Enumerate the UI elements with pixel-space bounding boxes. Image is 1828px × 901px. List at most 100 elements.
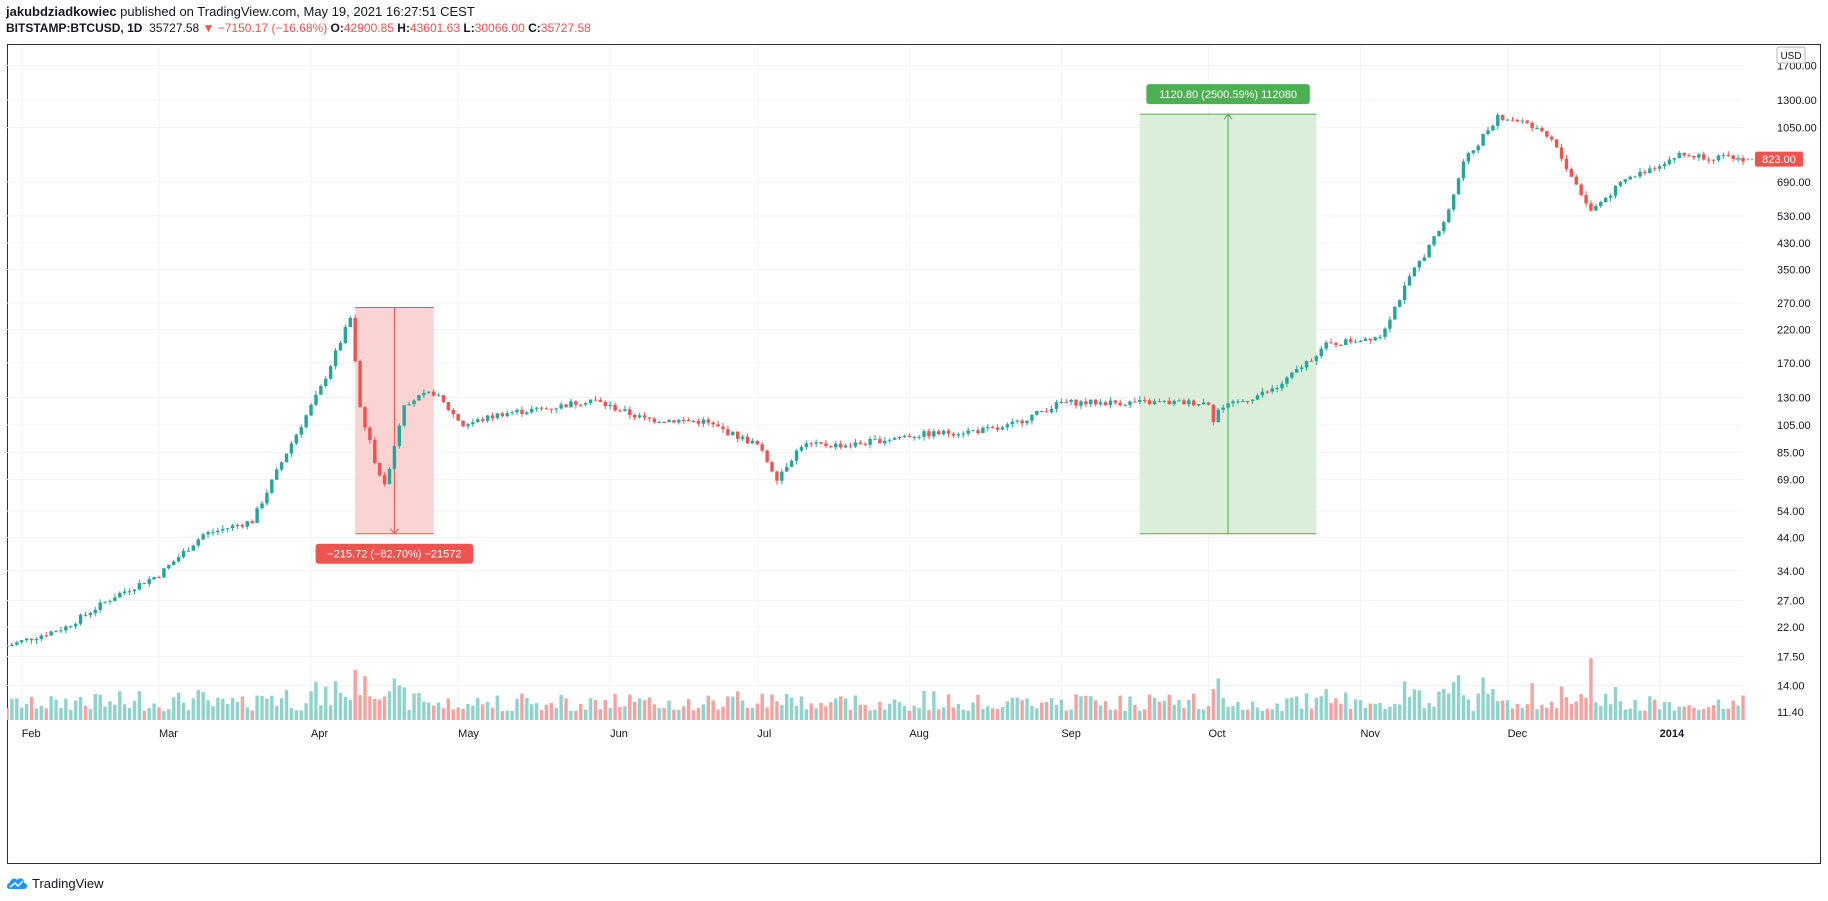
candle-body: [740, 436, 745, 439]
volume-bar: [1040, 702, 1044, 720]
volume-bar: [382, 696, 387, 720]
candle-body: [54, 631, 58, 633]
time-axis[interactable]: Feb Mar Apr May Jun Jul Aug Sep Oct Nov Dec 2014: [22, 728, 1685, 740]
candle-body: [838, 443, 843, 448]
candle-body: [1603, 197, 1608, 203]
candle-body: [279, 462, 284, 470]
candle-body: [1648, 168, 1652, 174]
candle-body: [990, 427, 995, 429]
volume-bar: [1295, 696, 1299, 720]
price-axis[interactable]: 2100.001700.001300.001050.00690.00530.00…: [1777, 33, 1817, 719]
candle-body: [1662, 164, 1667, 167]
volume-bar: [1736, 705, 1740, 720]
candle-body: [88, 613, 93, 615]
candle-body: [377, 462, 382, 476]
volume-bar: [515, 698, 519, 720]
volume-bar: [1505, 700, 1510, 720]
candle-body: [162, 568, 166, 578]
volume-bar: [1133, 704, 1137, 720]
volume-bar: [1716, 699, 1721, 720]
candle-body: [1098, 402, 1103, 405]
price-chart[interactable]: 2100.001700.001300.001050.00690.00530.00…: [5, 33, 1821, 864]
volume-bar: [1236, 702, 1240, 720]
symbol-label[interactable]: BITSTAMP:BTCUSD, 1D: [6, 21, 143, 35]
footer: TradingView: [6, 874, 104, 892]
volume-bar: [1162, 700, 1167, 720]
candle-body: [892, 437, 897, 440]
candle-body: [745, 436, 750, 444]
volume-bar: [353, 669, 357, 720]
last-price: 35727.58: [149, 21, 200, 35]
candle-body: [1309, 360, 1314, 362]
chart-frame[interactable]: 2100.001700.001300.001050.00690.00530.00…: [5, 33, 1821, 869]
volume-bar: [1074, 694, 1078, 720]
candle-body: [525, 412, 529, 414]
candle-body: [1667, 159, 1672, 165]
candle-body: [510, 412, 514, 414]
volume-bar: [93, 694, 97, 720]
candle-body: [1559, 147, 1564, 159]
volume-bar: [98, 694, 102, 720]
candle-body: [363, 407, 367, 428]
volume-bar: [5, 708, 9, 720]
volume-bar: [579, 703, 583, 720]
candle-body: [696, 420, 701, 424]
volume-bar: [667, 700, 671, 720]
volume-bar: [1530, 683, 1534, 720]
volume-bar: [132, 700, 137, 720]
volume-bar: [1692, 707, 1696, 720]
volume-bar: [279, 698, 284, 720]
tradingview-brand[interactable]: TradingView: [32, 875, 104, 891]
volume-bar: [1422, 708, 1426, 720]
candle-body: [368, 427, 372, 441]
candle-body: [343, 326, 348, 343]
volume-bar: [1510, 708, 1515, 720]
chart-header: jakubdziadkowiec published on TradingVie…: [6, 3, 591, 37]
published-text: published on TradingView.com, May 19, 20…: [120, 4, 475, 19]
candle-body: [1123, 404, 1127, 406]
volume-bar: [1677, 706, 1681, 720]
last-price-bg: [1755, 151, 1803, 167]
volume-bar: [1667, 701, 1672, 720]
volume-bar: [1471, 710, 1475, 720]
volume-bar: [1633, 699, 1637, 720]
candlestick-series[interactable]: [5, 112, 1755, 647]
volume-bar: [1500, 700, 1505, 720]
candle-body: [103, 601, 107, 603]
candle-body: [1741, 158, 1745, 162]
candle-body: [716, 424, 720, 427]
volume-bar: [1540, 704, 1544, 720]
candle-body: [19, 640, 24, 643]
candle-body: [1731, 155, 1735, 159]
volume-bar: [946, 694, 951, 720]
volume-bar: [29, 696, 34, 720]
volume-bar: [270, 695, 274, 720]
y-tick-label: 130.00: [1777, 393, 1811, 405]
volume-bar: [1138, 710, 1142, 720]
volume-bar: [221, 698, 225, 720]
candle-body: [1554, 139, 1559, 148]
volume-bar: [1594, 702, 1598, 720]
candle-body: [927, 431, 931, 437]
measure-up-text: 1120.80 (2500.59%) 112080: [1159, 89, 1297, 101]
volume-bar: [255, 695, 259, 720]
candle-body: [520, 409, 524, 414]
candle-body: [1000, 427, 1005, 430]
candle-body: [451, 410, 455, 415]
candle-body: [1491, 125, 1495, 131]
volume-bar: [1393, 703, 1397, 720]
measure-down-box[interactable]: [355, 306, 434, 535]
volume-bar: [44, 708, 48, 720]
volume-bar: [1319, 696, 1323, 720]
measure-up-box[interactable]: [1139, 113, 1317, 535]
currency-badge: USD: [1776, 46, 1806, 64]
author-name[interactable]: jakubdziadkowiec: [6, 4, 117, 19]
candle-body: [500, 413, 505, 417]
volume-bar: [225, 703, 230, 720]
volume-bar: [1280, 710, 1284, 720]
close-label: C:: [528, 21, 541, 35]
candle-body: [1726, 154, 1731, 156]
candle-body: [613, 404, 617, 411]
candle-body: [1025, 420, 1029, 424]
candle-body: [480, 419, 485, 421]
